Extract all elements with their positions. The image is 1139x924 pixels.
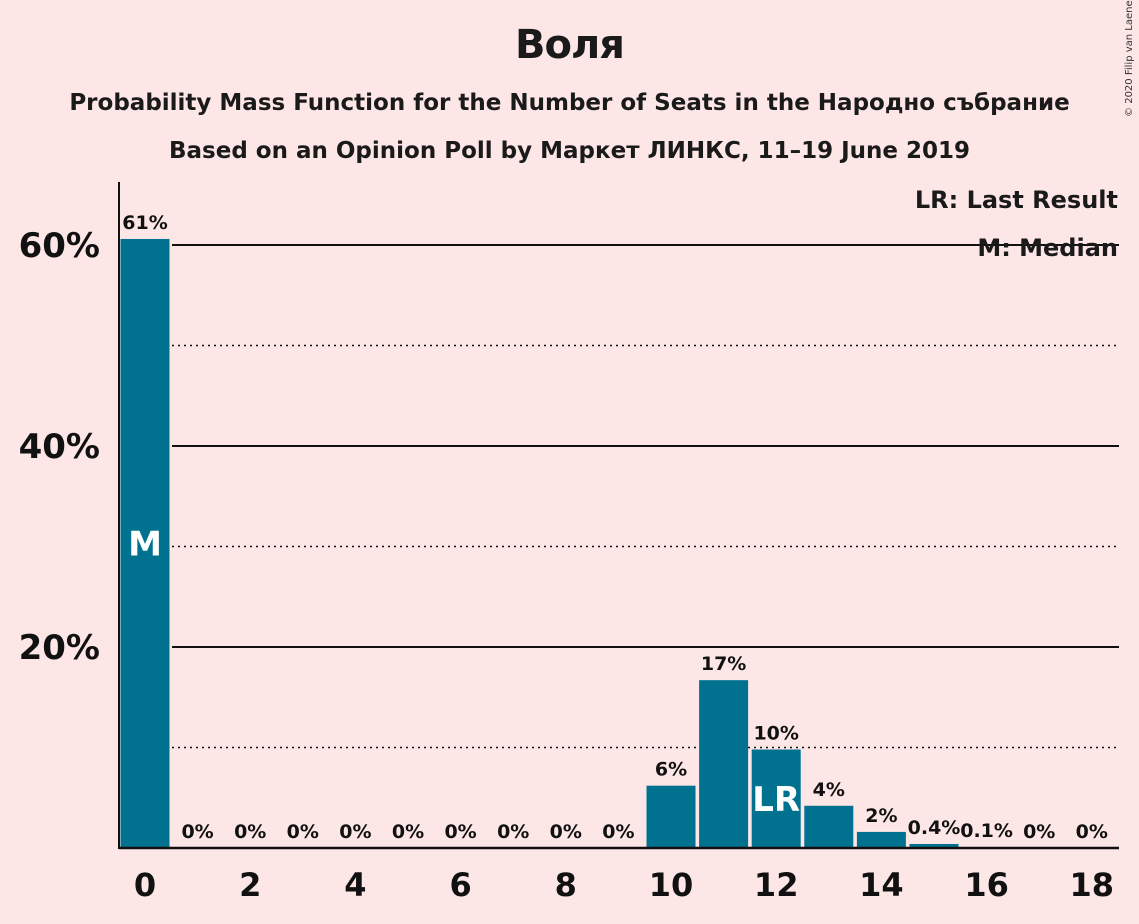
value-label-seat-5: 0% (392, 821, 424, 843)
x-tick-label: 12 (754, 866, 799, 904)
legend-median: M: Median (977, 234, 1118, 262)
y-tick-label: 60% (19, 226, 100, 266)
value-label-seat-16: 0.1% (960, 820, 1013, 842)
x-tick-label: 0 (134, 866, 156, 904)
value-label-seat-18: 0% (1076, 821, 1108, 843)
value-label-seat-4: 0% (339, 821, 371, 843)
value-label-seat-10: 6% (655, 759, 687, 781)
value-label-seat-9: 0% (602, 821, 634, 843)
axes: 20% 40% 60% 0 2 4 6 8 10 12 14 16 18 (19, 182, 1119, 904)
last-result-marker: LR (752, 780, 800, 820)
x-tick-label: 18 (1070, 866, 1115, 904)
x-tick-label: 8 (555, 866, 577, 904)
bar-seat-14 (856, 831, 906, 848)
x-tick-label: 14 (859, 866, 904, 904)
x-tick-label: 6 (449, 866, 471, 904)
value-label-seat-6: 0% (444, 821, 476, 843)
chart-source-line: Based on an Opinion Poll by Маркет ЛИНКС… (168, 138, 971, 164)
x-tick-label: 16 (964, 866, 1009, 904)
value-label-seat-2: 0% (234, 821, 266, 843)
value-label-seat-7: 0% (497, 821, 529, 843)
bar-seat-11 (699, 680, 749, 848)
bar-seat-10 (646, 785, 696, 848)
x-tick-label: 4 (344, 866, 366, 904)
value-label-seat-8: 0% (550, 821, 582, 843)
x-tick-label: 10 (649, 866, 694, 904)
value-label-seat-13: 4% (813, 779, 845, 801)
value-label-seat-12: 10% (753, 723, 798, 745)
value-label-seat-1: 0% (181, 821, 213, 843)
chart-subtitle: Probability Mass Function for the Number… (69, 90, 1070, 116)
median-marker: M (128, 524, 162, 564)
bar-seat-12 (751, 749, 801, 848)
y-tick-label: 20% (19, 628, 100, 668)
value-label-seat-14: 2% (865, 805, 897, 827)
bar-seat-15 (909, 843, 959, 848)
value-label-seat-0: 61% (122, 212, 167, 234)
legend-last-result: LR: Last Result (914, 186, 1118, 214)
value-label-seat-3: 0% (287, 821, 319, 843)
value-label-seat-11: 17% (701, 653, 746, 675)
y-tick-label: 40% (19, 427, 100, 467)
value-label-seat-15: 0.4% (908, 817, 961, 839)
bar-seat-13 (804, 805, 854, 848)
bars (120, 238, 1012, 849)
grid-lines (172, 244, 1119, 749)
x-tick-label: 2 (239, 866, 261, 904)
chart-title: Воля (515, 22, 625, 68)
bar-seat-0 (120, 238, 170, 849)
value-labels: 61% 0% 0% 0% 0% 0% 0% 0% 0% 0% 6% 17% 10% 4% 2% 0.4% 0.1… (122, 212, 1108, 843)
value-label-seat-17: 0% (1023, 821, 1055, 843)
